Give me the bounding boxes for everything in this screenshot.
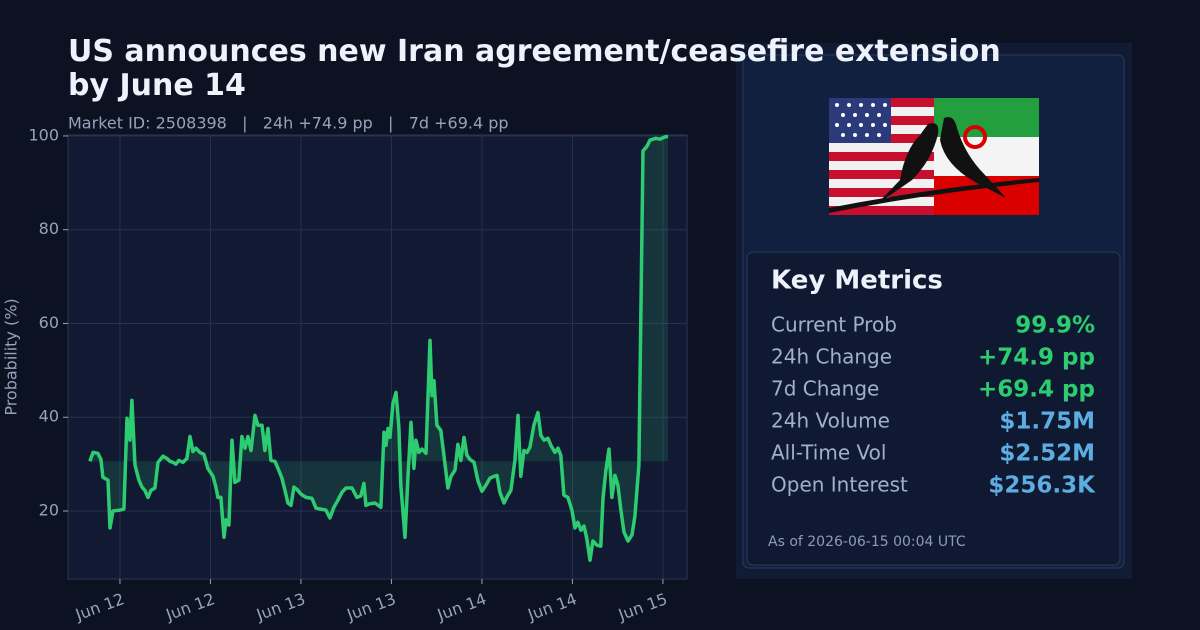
metrics-list: Current Prob 99.9% 24h Change +74.9 pp 7d Ch… bbox=[771, 313, 1096, 499]
flag-us-stars bbox=[835, 103, 887, 137]
metric-value: +74.9 pp bbox=[978, 345, 1095, 371]
flag-iran-emblem bbox=[963, 125, 987, 149]
metric-value: $2.52M bbox=[999, 441, 1095, 467]
metric-label: 24h Volume bbox=[771, 409, 890, 433]
metric-value: 99.9% bbox=[1015, 313, 1095, 339]
line bbox=[88, 134, 669, 562]
subtitle: Market ID: 2508398 | 24h +74.9 pp | 7d +… bbox=[68, 114, 509, 133]
x-tick-label: Jun 13 bbox=[343, 589, 398, 624]
metric-label: All-Time Vol bbox=[771, 441, 886, 465]
y-tick-label: 100 bbox=[28, 125, 59, 144]
y-axis-label: Probability (%) bbox=[2, 298, 21, 415]
x-tick-label: Jun 15 bbox=[615, 589, 670, 624]
x-tick-label: Jun 12 bbox=[163, 589, 218, 624]
dove-left bbox=[876, 123, 939, 205]
y-tick-label: 60 bbox=[39, 313, 59, 332]
metric-label: Current Prob bbox=[771, 313, 897, 337]
metric-value: +69.4 pp bbox=[978, 377, 1095, 403]
metrics-title: Key Metrics bbox=[771, 266, 943, 296]
y-tick-label: 80 bbox=[39, 219, 59, 238]
metrics-footer: As of 2026-06-15 00:04 UTC bbox=[768, 534, 966, 550]
x-tick-label: Jun 14 bbox=[434, 589, 489, 624]
metric-label: 7d Change bbox=[771, 377, 879, 401]
x-tick-label: Jun 12 bbox=[72, 589, 127, 624]
metric-label: 24h Change bbox=[771, 345, 892, 369]
chart-title: US announces new Iran agreement/ceasefir… bbox=[68, 34, 1001, 103]
metrics-card bbox=[746, 251, 1121, 566]
metric-value: $256.3K bbox=[988, 473, 1096, 499]
x-tick-label: Jun 13 bbox=[253, 589, 308, 624]
y-tick-label: 20 bbox=[39, 501, 59, 520]
y-tick-label: 40 bbox=[39, 407, 59, 426]
dove-right bbox=[940, 117, 1006, 198]
x-tick-label: Jun 14 bbox=[524, 589, 579, 624]
market-image bbox=[829, 98, 1039, 215]
metric-value: $1.75M bbox=[999, 409, 1095, 435]
metric-label: Open Interest bbox=[771, 473, 908, 497]
